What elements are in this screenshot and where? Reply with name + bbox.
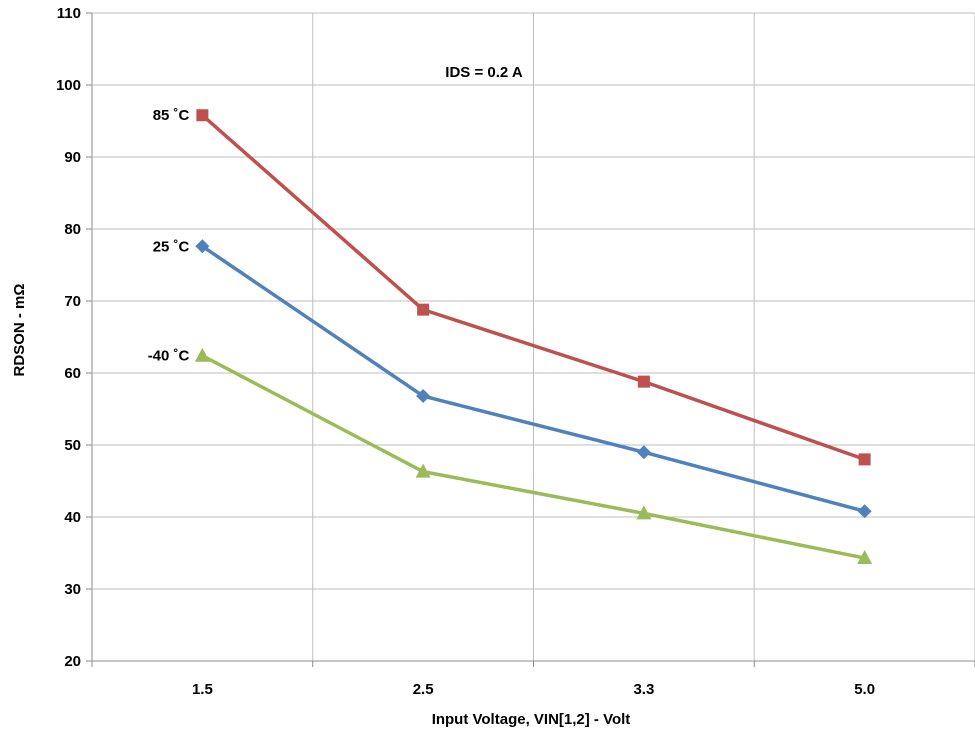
data-point-diamond bbox=[636, 445, 651, 460]
x-axis-title: Input Voltage, VIN[1,2] - Volt bbox=[432, 711, 631, 728]
data-point-square bbox=[637, 375, 650, 388]
series-label: 85 ˚C bbox=[153, 107, 190, 124]
y-tick-label: 90 bbox=[64, 149, 81, 166]
series-label: 25 ˚C bbox=[153, 238, 190, 255]
data-point-triangle bbox=[415, 463, 431, 478]
data-point-diamond bbox=[857, 504, 872, 519]
y-tick-label: 70 bbox=[64, 293, 81, 310]
data-point-square bbox=[417, 303, 430, 316]
data-point-triangle bbox=[194, 347, 210, 362]
axes bbox=[86, 12, 975, 667]
data-point-diamond bbox=[416, 389, 431, 404]
y-tick-label: 20 bbox=[64, 653, 81, 670]
y-tick-label: 100 bbox=[56, 77, 81, 94]
data-point-square bbox=[196, 109, 209, 122]
series-label: -40 ˚C bbox=[148, 348, 190, 365]
series-line bbox=[201, 354, 865, 560]
data-point-square bbox=[858, 453, 871, 466]
x-tick-label: 2.5 bbox=[413, 681, 434, 698]
series-lines bbox=[194, 109, 873, 565]
data-point-triangle bbox=[857, 550, 873, 565]
x-tick-label: 1.5 bbox=[192, 681, 213, 698]
y-tick-label: 80 bbox=[64, 221, 81, 238]
y-tick-label: 110 bbox=[57, 5, 81, 22]
grid bbox=[92, 12, 975, 661]
series-line bbox=[201, 244, 866, 513]
tick-labels: 20 30 40 50 60 70 80 90 100 110 1.5 2.5 3.3 5.0 bbox=[56, 5, 875, 698]
y-tick-label: 60 bbox=[64, 365, 81, 382]
y-tick-label: 40 bbox=[64, 509, 81, 526]
x-tick-label: 5.0 bbox=[854, 681, 875, 698]
series-labels: 85 ˚C 25 ˚C -40 ˚C bbox=[148, 107, 190, 364]
data-point-triangle bbox=[636, 505, 652, 520]
y-tick-label: 30 bbox=[64, 581, 81, 598]
y-axis-title: RDSON - mΩ bbox=[11, 284, 28, 377]
data-point-diamond bbox=[195, 239, 210, 254]
x-tick-label: 3.3 bbox=[633, 681, 654, 698]
series-line bbox=[201, 113, 866, 462]
annotation-ids: IDS = 0.2 A bbox=[445, 64, 523, 81]
y-tick-label: 50 bbox=[64, 437, 81, 454]
